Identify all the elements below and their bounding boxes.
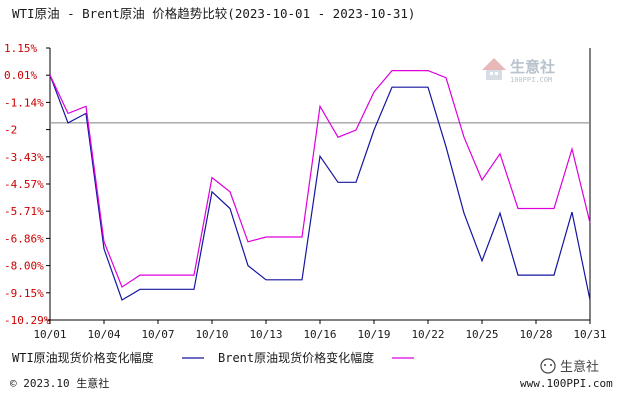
y-tick-label: -3.43% [4, 151, 44, 164]
footer-site: www.100PPI.com [520, 377, 613, 390]
social-mark: 生意社 [540, 358, 599, 375]
x-tick-label: 10/01 [33, 328, 66, 341]
y-tick-label: -9.15% [4, 287, 44, 300]
x-tick-label: 10/25 [465, 328, 498, 341]
x-tick-label: 10/16 [303, 328, 336, 341]
watermark-brand: 生意社 [510, 58, 555, 76]
x-tick-label: 10/28 [519, 328, 552, 341]
x-tick-label: 10/31 [573, 328, 606, 341]
y-tick-label: 1.15% [4, 42, 37, 55]
x-tick-label: 10/07 [141, 328, 174, 341]
x-tick-label: 10/22 [411, 328, 444, 341]
watermark-logo: 生意社 100PPI.COM [482, 58, 555, 84]
y-tick-label: -10.29% [4, 314, 51, 327]
chart-title: WTI原油 - Brent原油 价格趋势比较(2023-10-01 - 2023… [12, 6, 415, 21]
x-tick-label: 10/10 [195, 328, 228, 341]
x-tick-label: 10/13 [249, 328, 282, 341]
house-icon [482, 58, 506, 80]
social-brand: 生意社 [560, 359, 599, 375]
y-tick-label: -8.00% [4, 260, 44, 273]
series-line-wti [49, 74, 591, 301]
footer-copyright: © 2023.10 生意社 [10, 376, 109, 390]
y-tick-label: -1.14% [4, 96, 44, 109]
series-line-brent [49, 69, 591, 288]
chat-icon [540, 358, 556, 374]
y-tick-label: -4.57% [4, 178, 44, 191]
watermark-sub: 100PPI.COM [510, 76, 552, 84]
y-tick-label: -6.86% [4, 232, 44, 245]
y-tick-label: 0.01% [4, 69, 37, 82]
x-tick-label: 10/04 [87, 328, 120, 341]
y-tick-label: -5.71% [4, 205, 44, 218]
x-tick-label: 10/19 [357, 328, 390, 341]
legend-label-wti: WTI原油现货价格变化幅度 [12, 350, 154, 365]
y-tick-label: -2 [4, 124, 17, 137]
legend-label-brent: Brent原油现货价格变化幅度 [218, 350, 374, 365]
legend: WTI原油现货价格变化幅度 Brent原油现货价格变化幅度 [12, 350, 414, 365]
